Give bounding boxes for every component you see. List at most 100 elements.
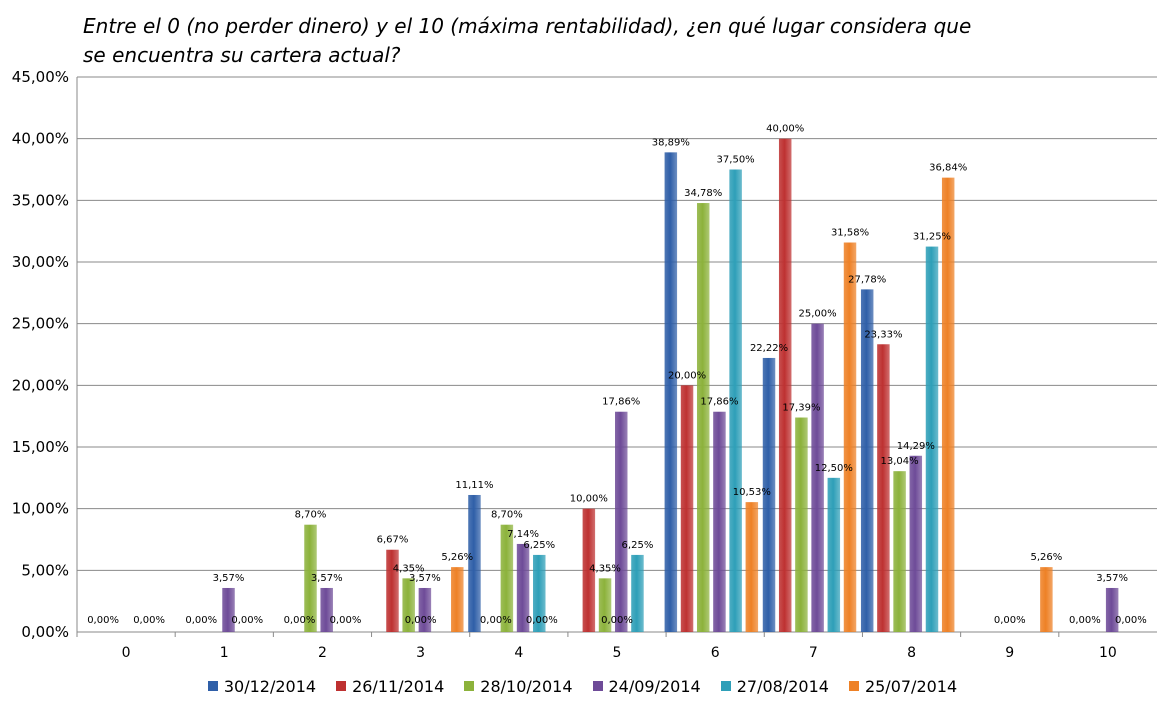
legend-label: 25/07/2014: [864, 676, 958, 696]
data-label: 5,26%: [1030, 552, 1062, 563]
bar-chart: 0,00%5,00%10,00%15,00%20,00%25,00%30,00%…: [12, 68, 1157, 661]
data-label: 12,50%: [815, 463, 853, 474]
bar: [582, 508, 596, 632]
x-tick-label: 0: [122, 645, 131, 661]
data-label: 7,14%: [507, 529, 539, 540]
data-label: 6,25%: [523, 540, 555, 551]
bar: [860, 289, 874, 632]
data-label: 10,00%: [570, 494, 608, 505]
zero-data-label: 0,00%: [284, 615, 316, 626]
bar: [941, 177, 955, 632]
y-tick-label: 25,00%: [12, 315, 69, 333]
bar: [713, 411, 726, 632]
y-tick-label: 20,00%: [12, 376, 69, 394]
bar: [304, 524, 317, 632]
legend-item: 24/09/2014: [592, 676, 701, 696]
bar: [418, 587, 432, 632]
bar: [402, 578, 415, 632]
bar: [1040, 567, 1053, 632]
data-label: 3,57%: [409, 573, 441, 584]
data-label: 23,33%: [864, 329, 902, 340]
bar: [795, 417, 808, 632]
legend-swatch: [848, 681, 859, 691]
bar: [500, 524, 514, 632]
y-tick-label: 15,00%: [12, 438, 69, 456]
bar: [811, 323, 824, 632]
legend-swatch: [592, 681, 603, 691]
zero-data-label: 0,00%: [1069, 615, 1101, 626]
zero-data-label: 0,00%: [994, 615, 1026, 626]
data-label: 10,53%: [733, 487, 771, 498]
bar: [745, 502, 759, 632]
data-label: 38,89%: [652, 137, 690, 148]
data-label: 22,22%: [750, 343, 788, 354]
zero-data-label: 0,00%: [330, 615, 362, 626]
y-tick-label: 40,00%: [12, 130, 69, 148]
data-label: 8,70%: [295, 510, 327, 521]
data-label: 4,35%: [589, 563, 621, 574]
bar: [516, 543, 530, 632]
bar: [386, 549, 399, 632]
bar: [664, 152, 678, 632]
bar: [729, 169, 742, 632]
bar: [533, 554, 546, 632]
bar: [778, 138, 792, 632]
data-label: 3,57%: [1096, 573, 1128, 584]
zero-data-label: 0,00%: [526, 615, 558, 626]
legend-item: 30/12/2014: [207, 676, 317, 696]
bar: [762, 357, 776, 632]
zero-data-label: 0,00%: [133, 615, 165, 626]
bar: [468, 494, 481, 632]
legend-label: 24/09/2014: [608, 676, 701, 696]
data-label: 17,86%: [602, 397, 640, 408]
bar: [843, 242, 857, 632]
bar: [909, 455, 923, 632]
data-labels: 11,11% 38,89% 22,22% 27,78% 6,67% 10,00% 20,00…: [87, 124, 1147, 626]
bar: [893, 471, 906, 632]
bar: [631, 554, 644, 632]
y-tick-label: 0,00%: [21, 623, 69, 641]
data-label: 8,70%: [491, 510, 523, 521]
zero-data-label: 0,00%: [185, 615, 217, 626]
y-tick-label: 10,00%: [12, 500, 69, 518]
data-label: 37,50%: [717, 155, 755, 166]
data-label: 20,00%: [668, 370, 706, 381]
y-tick-label: 35,00%: [12, 191, 69, 209]
zero-data-label: 0,00%: [1115, 615, 1147, 626]
data-label: 31,25%: [913, 232, 951, 243]
bar: [696, 203, 710, 632]
bar: [827, 477, 841, 632]
legend-item: 25/07/2014: [848, 676, 958, 696]
x-axis: 0 1 2 3 4 5 6 7 8 9 10: [76, 632, 1117, 661]
data-label: 27,78%: [848, 274, 886, 285]
x-tick-label: 4: [514, 645, 523, 661]
zero-data-label: 0,00%: [87, 615, 119, 626]
bar: [1105, 587, 1119, 632]
y-axis: 0,00% 5,00% 10,00% 15,00% 20,00% 25,00% 30,00%…: [12, 68, 1157, 641]
data-label: 14,29%: [897, 441, 935, 452]
bar: [680, 385, 694, 632]
legend-label: 26/11/2014: [352, 676, 445, 696]
legend-label: 30/12/2014: [223, 676, 317, 696]
legend: 30/12/2014 26/11/2014 28/10/2014 24/09/2014…: [0, 674, 1165, 698]
x-tick-label: 9: [1005, 645, 1014, 661]
x-tick-label: 3: [416, 645, 425, 661]
data-label: 31,58%: [831, 228, 869, 239]
legend-swatch: [336, 681, 347, 691]
bar: [222, 587, 235, 632]
zero-data-label: 0,00%: [480, 615, 512, 626]
x-tick-label: 6: [711, 645, 720, 661]
data-label: 13,04%: [881, 456, 919, 467]
bar: [598, 578, 612, 632]
x-tick-label: 10: [1099, 645, 1117, 661]
bar: [925, 246, 939, 633]
x-tick-label: 2: [318, 645, 327, 661]
legend-item: 27/08/2014: [720, 677, 829, 696]
legend-swatch: [720, 681, 731, 691]
legend-item: 28/10/2014: [464, 677, 573, 696]
data-label: 6,67%: [377, 535, 409, 546]
data-label: 17,39%: [782, 403, 820, 414]
data-label: 6,25%: [622, 540, 654, 551]
data-label: 4,35%: [393, 563, 425, 574]
data-label: 11,11%: [455, 480, 493, 491]
